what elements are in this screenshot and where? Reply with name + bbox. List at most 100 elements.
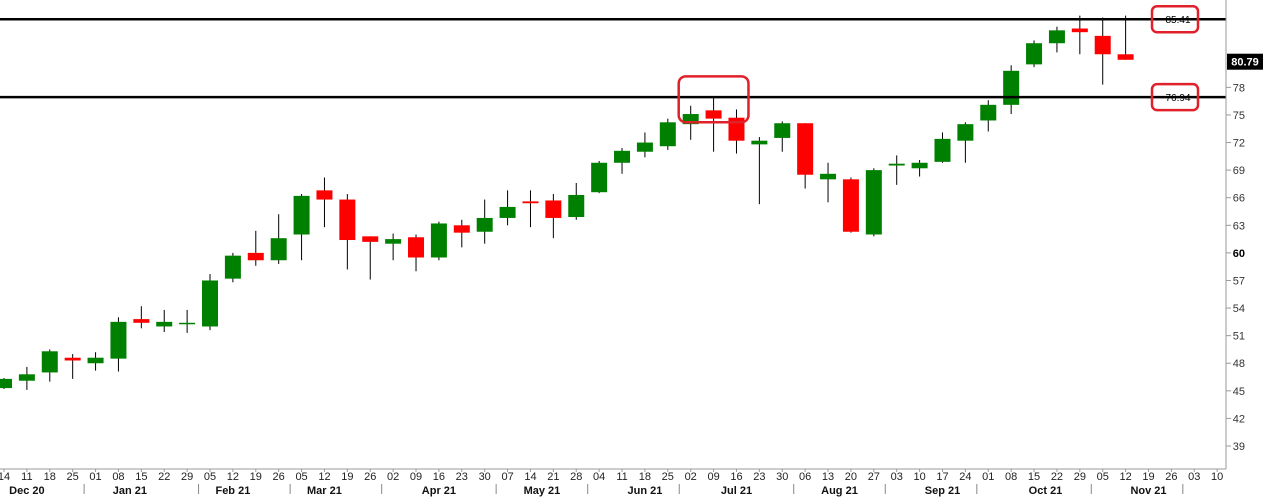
candle-body-down <box>522 201 539 204</box>
x-tick-label: 30 <box>479 471 491 483</box>
month-label: Nov 21 <box>1130 485 1166 497</box>
x-tick-label: 09 <box>707 471 719 483</box>
x-tick-label: 26 <box>1165 471 1177 483</box>
plot-background <box>0 0 1226 469</box>
candles <box>0 15 1134 390</box>
x-tick-label: 02 <box>685 471 697 483</box>
y-tick-label: 48 <box>1233 358 1245 370</box>
candle-body-up <box>888 163 905 166</box>
candle-body-up <box>156 321 173 327</box>
candle-body-down <box>362 236 379 242</box>
x-tick-label: 05 <box>295 471 307 483</box>
x-tick-label: 15 <box>135 471 147 483</box>
month-label: Jan 21 <box>113 485 147 497</box>
candle-body-up <box>751 140 768 145</box>
month-label: Feb 21 <box>215 485 250 497</box>
candle-body-up <box>499 206 516 218</box>
x-tick-label: 15 <box>1028 471 1040 483</box>
y-tick-label: 72 <box>1233 138 1245 150</box>
month-label: Sep 21 <box>925 485 960 497</box>
x-tick-label: 16 <box>730 471 742 483</box>
candle-body-up <box>659 122 676 147</box>
level-label-highlight <box>1150 82 1200 112</box>
candle-body-up <box>202 280 219 327</box>
x-tick-label: 25 <box>662 471 674 483</box>
candle-body-up <box>636 142 653 152</box>
x-tick-label: 19 <box>341 471 353 483</box>
candle-body-up <box>980 104 997 121</box>
candle-body-up <box>110 321 127 359</box>
candle-body-up <box>591 162 608 193</box>
candle-body-down <box>316 190 333 200</box>
x-tick-label: 26 <box>364 471 376 483</box>
y-tick-label: 51 <box>1233 331 1245 343</box>
x-tick-label: 28 <box>570 471 582 483</box>
candle-body-down <box>705 110 722 119</box>
candle-body-down <box>408 237 425 258</box>
x-tick-label: 30 <box>776 471 788 483</box>
x-tick-label: 24 <box>959 471 971 483</box>
x-tick-label: 06 <box>799 471 811 483</box>
horizontal-levels: 85.41 76.94 <box>0 4 1226 112</box>
x-tick-label: 12 <box>1119 471 1131 483</box>
candle-body-up <box>934 138 951 162</box>
x-tick-label: 01 <box>982 471 994 483</box>
y-tick-label: 63 <box>1233 220 1245 232</box>
y-tick-label: 42 <box>1233 413 1245 425</box>
candle-body-up <box>865 170 882 235</box>
candle-body-up <box>957 124 974 141</box>
x-tick-label: 23 <box>456 471 468 483</box>
candle-body-up <box>0 378 12 389</box>
x-tick-label: 09 <box>410 471 422 483</box>
x-tick-label: 08 <box>1005 471 1017 483</box>
x-tick-label: 11 <box>21 471 32 483</box>
x-tick-label: 19 <box>1142 471 1154 483</box>
y-tick-label: 69 <box>1233 165 1245 177</box>
y-tick-label: 57 <box>1233 275 1245 287</box>
candle-body-up <box>1003 70 1020 105</box>
candle-body-up <box>682 114 699 125</box>
x-tick-label: 11 <box>616 471 627 483</box>
month-label: Dec 20 <box>9 485 44 497</box>
candle-body-up <box>224 255 241 279</box>
x-tick-label: 25 <box>67 471 79 483</box>
x-tick-label: 23 <box>753 471 765 483</box>
x-tick-label: 01 <box>89 471 101 483</box>
x-tick-label: 18 <box>44 471 56 483</box>
x-tick-label: 19 <box>250 471 262 483</box>
candle-body-up <box>568 194 585 218</box>
x-tick-label: 04 <box>593 471 605 483</box>
candle-body-up <box>270 238 287 261</box>
candle-body-up <box>911 162 928 169</box>
x-tick-label: 07 <box>501 471 513 483</box>
month-label: Apr 21 <box>422 485 456 497</box>
candle-body-up <box>1026 43 1043 65</box>
month-label: Aug 21 <box>821 485 858 497</box>
y-tick-label: 45 <box>1233 386 1245 398</box>
x-tick-label: 26 <box>273 471 285 483</box>
last-price-label: 80.79 <box>1231 57 1259 69</box>
month-label: Oct 21 <box>1029 485 1063 497</box>
x-tick-label: 18 <box>639 471 651 483</box>
x-tick-label: 17 <box>936 471 948 483</box>
x-tick-label: 05 <box>204 471 216 483</box>
x-axis: 14 11 18 25 01 08 15 22 29 05 12 19 26 05 12 19 26 02 09 16… <box>0 468 1226 497</box>
pattern-highlight-box <box>677 75 750 124</box>
x-tick-label: 12 <box>318 471 330 483</box>
candle-body-up <box>430 223 447 258</box>
month-label: Jun 21 <box>627 485 662 497</box>
month-label: May 21 <box>524 485 561 497</box>
x-tick-label: 22 <box>1051 471 1063 483</box>
x-tick-label: 12 <box>227 471 239 483</box>
month-label: Mar 21 <box>307 485 342 497</box>
y-tick-label: 39 <box>1233 441 1245 453</box>
candle-body-down <box>545 200 562 218</box>
x-tick-label: 20 <box>845 471 857 483</box>
candle-body-up <box>820 173 837 180</box>
y-tick-label: 54 <box>1233 303 1245 315</box>
level-label: 85.41 <box>1165 15 1190 26</box>
x-tick-label: 14 <box>0 471 10 483</box>
y-tick-label: 66 <box>1233 193 1245 205</box>
x-tick-label: 21 <box>547 471 559 483</box>
candle-body-down <box>1071 28 1088 33</box>
